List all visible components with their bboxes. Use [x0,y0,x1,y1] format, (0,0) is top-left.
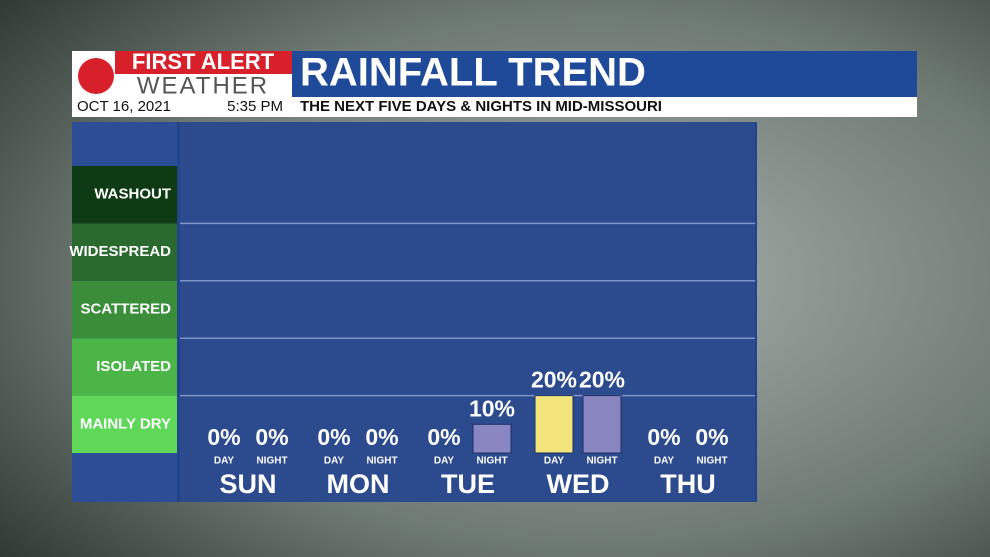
series-label: DAY [324,456,345,467]
series-label: DAY [544,456,565,467]
value-label: 20% [531,367,577,393]
level-label: MAINLY DRY [80,415,171,432]
value-label: 0% [317,424,350,450]
logo-band [115,51,292,74]
logo-mark [78,58,114,94]
x-tick-label: TUE [441,469,495,499]
level-label: WASHOUT [94,186,171,203]
x-tick-label: WED [547,469,610,499]
subtitle: THE NEXT FIVE DAYS & NIGHTS IN MID-MISSO… [300,98,662,115]
value-label: 0% [207,424,240,450]
time: 5:35 PM [227,98,283,115]
title-bar [292,51,917,97]
value-label: 10% [469,395,515,421]
level-band [72,280,177,339]
series-label: NIGHT [366,456,397,467]
value-label: 20% [579,367,625,393]
info-strip [72,97,917,117]
value-label: 0% [255,424,288,450]
series-label: NIGHT [476,456,507,467]
bar [472,423,512,454]
level-label: SCATTERED [80,300,171,317]
brand-bottom: WEATHER [137,72,269,99]
x-tick-label: SUN [219,469,276,499]
series-label: NIGHT [256,456,287,467]
series-label: DAY [434,456,455,467]
series-label: DAY [214,456,235,467]
level-label: ISOLATED [96,358,171,375]
x-tick-label: MON [327,469,390,499]
value-label: 0% [365,424,398,450]
date: OCT 16, 2021 [77,98,171,115]
series-label: DAY [654,456,675,467]
value-label: 0% [695,424,728,450]
bar [534,395,574,454]
series-label: NIGHT [696,456,727,467]
value-label: 0% [647,424,680,450]
level-band [72,166,177,224]
series-label: NIGHT [586,456,617,467]
level-band [72,395,177,453]
brand-top: FIRST ALERT [132,49,275,74]
value-label: 0% [427,424,460,450]
chart-title: RAINFALL TREND [300,51,646,95]
plot-area [180,122,755,502]
level-band [72,223,177,281]
level-band [72,338,177,396]
bar [582,395,622,454]
x-tick-label: THU [660,469,716,499]
level-label: WIDESPREAD [69,243,171,260]
